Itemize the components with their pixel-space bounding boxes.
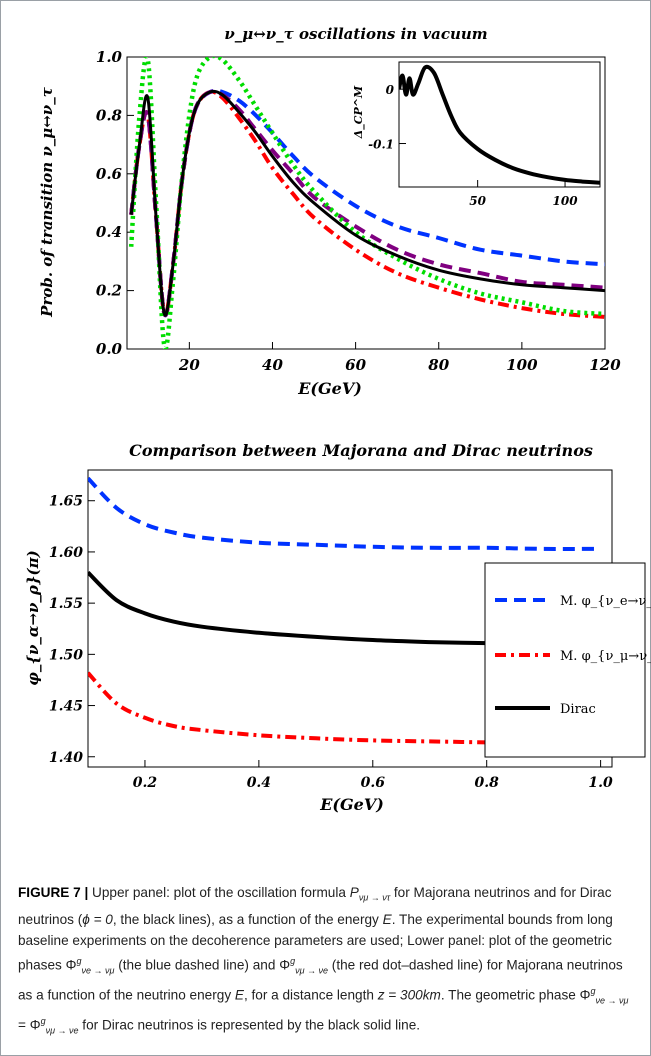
legend-box <box>484 562 646 758</box>
caption-equals: = <box>18 1017 30 1033</box>
caption-text-8: . The geometric phase <box>440 987 580 1003</box>
lower-chart: Comparison between Majorana and Dirac ne… <box>24 441 651 814</box>
caption-p-symbol: P <box>349 885 359 900</box>
figure-caption: FIGURE 7 | Upper panel: plot of the osci… <box>18 882 633 1041</box>
y-tick-label: 0.0 <box>96 340 123 358</box>
legend-label-0: M. φ_{ν_e→ν_μ} <box>560 594 651 609</box>
caption-phase-b-sup: g <box>290 955 296 966</box>
caption-text-4: . The experimental bounds from long base… <box>18 911 613 973</box>
x-tick-label: 100 <box>506 356 538 374</box>
series-line-0 <box>88 476 601 551</box>
caption-phase-b: Φ <box>279 957 291 973</box>
inset-x-ticks: 50 100 <box>469 180 578 208</box>
x-tick-label: 0.2 <box>133 775 158 791</box>
caption-phase-c-sub: νe → νμ <box>595 995 629 1006</box>
caption-text-5: (the blue dashed line) and <box>114 957 280 973</box>
caption-phase-d-sub: νμ → νe <box>45 1025 79 1036</box>
x-tick-label: 40 <box>262 356 283 374</box>
caption-phase-a-sub: νe → νμ <box>81 964 115 975</box>
y-tick-label: 0.6 <box>96 165 123 183</box>
caption-phase-a-sup: g <box>76 955 82 966</box>
y-tick-label: 0 <box>386 83 395 97</box>
caption-p-sub-2: μ → ν <box>363 892 387 903</box>
upper-inset-chart: 0 -0.1 50 100 Δ_CP^M <box>352 61 601 208</box>
caption-energy-2: E <box>234 987 244 1003</box>
upper-y-axis-label: Prob. of transition ν_μ↔ν_τ <box>38 86 56 318</box>
legend-label-1: M. φ_{ν_μ→ν_e} <box>560 649 651 664</box>
caption-phase-c: Φ <box>579 987 591 1003</box>
y-tick-label: 1.50 <box>49 647 83 663</box>
lower-y-axis-label: φ_{ν_α→ν_ρ}(π) <box>24 550 42 685</box>
caption-phase-b-sub: νμ → νe <box>295 964 329 975</box>
y-tick-label: 0.4 <box>96 223 122 241</box>
caption-phase-d-sup: g <box>40 1016 46 1027</box>
y-tick-label: 1.40 <box>49 750 83 766</box>
caption-text-3: , the black lines), as a function of the… <box>112 911 383 927</box>
upper-chart-title: ν_μ↔ν_τ oscillations in vacuum <box>224 25 487 43</box>
series-line-2 <box>129 89 605 318</box>
caption-text-1: Upper panel: plot of the oscillation for… <box>88 885 350 900</box>
upper-plot-frame <box>126 56 606 350</box>
y-tick-label: 0.8 <box>96 106 123 124</box>
lower-chart-title: Comparison between Majorana and Dirac ne… <box>129 441 593 460</box>
series-line-1 <box>88 671 601 747</box>
figure-plots: ν_μ↔ν_τ oscillations in vacuum 0.0 0.2 0.4… <box>24 25 651 814</box>
y-tick-label: 0.2 <box>96 282 122 300</box>
series-line-0 <box>399 64 600 185</box>
series-line-4 <box>129 89 605 317</box>
series-line-0 <box>129 88 605 318</box>
upper-chart: ν_μ↔ν_τ oscillations in vacuum 0.0 0.2 0.4… <box>38 25 621 398</box>
upper-series <box>128 57 605 349</box>
caption-phase-d: Φ <box>29 1017 41 1033</box>
caption-energy: E <box>382 911 392 927</box>
caption-text-7: , for a distance length <box>243 987 378 1003</box>
x-tick-label: 0.6 <box>361 775 386 791</box>
y-tick-label: 1.60 <box>49 545 83 561</box>
upper-y-ticks: 0.0 0.2 0.4 0.6 0.8 1.0 <box>96 48 134 358</box>
caption-p-sub: ν <box>358 892 364 903</box>
caption-p-sub-3: τ <box>386 892 391 903</box>
x-tick-label: 100 <box>553 194 579 208</box>
caption-distance: z = 300km <box>377 987 441 1003</box>
caption-phi-zero: ϕ = 0 <box>82 911 113 927</box>
caption-text-6: (the red dot–dashed line) for Majorana n… <box>18 957 623 1003</box>
x-tick-label: 80 <box>428 356 449 374</box>
x-tick-label: 120 <box>589 356 621 374</box>
x-tick-label: 60 <box>345 356 366 374</box>
lower-x-ticks: 0.2 0.4 0.6 0.8 1.0 <box>133 760 613 791</box>
figure-label: FIGURE 7 | <box>18 885 89 900</box>
lower-x-axis-label: E(GeV) <box>319 795 384 814</box>
caption-text-2: for Majorana neutrinos and for Dirac neu… <box>18 885 612 927</box>
y-tick-label: 1.55 <box>49 596 83 612</box>
y-tick-label: 1.45 <box>49 699 83 715</box>
y-tick-label: -0.1 <box>368 138 394 152</box>
lower-legend: M. φ_{ν_e→ν_μ} M. φ_{ν_μ→ν_e} Dirac <box>484 562 651 758</box>
legend-label-2: Dirac <box>560 702 596 717</box>
x-tick-label: 20 <box>178 356 200 374</box>
lower-y-ticks: 1.40 1.45 1.50 1.55 1.60 1.65 <box>49 494 95 766</box>
caption-phase-c-sup: g <box>590 985 596 996</box>
upper-x-axis-label: E(GeV) <box>297 379 362 398</box>
caption-text-9: for Dirac neutrinos is represented by th… <box>78 1017 421 1033</box>
caption-phase-a: Φ <box>65 957 77 973</box>
upper-x-ticks: 20 40 60 80 100 120 <box>178 342 621 374</box>
x-tick-label: 0.4 <box>247 775 271 791</box>
x-tick-label: 1.0 <box>588 775 613 791</box>
inset-y-axis-label: Δ_CP^M <box>352 85 366 139</box>
x-tick-label: 50 <box>469 194 486 208</box>
x-tick-label: 0.8 <box>475 775 500 791</box>
inset-frame <box>398 61 601 188</box>
inset-series <box>399 64 600 185</box>
y-tick-label: 1.65 <box>49 494 83 510</box>
y-tick-label: 1.0 <box>96 48 123 66</box>
